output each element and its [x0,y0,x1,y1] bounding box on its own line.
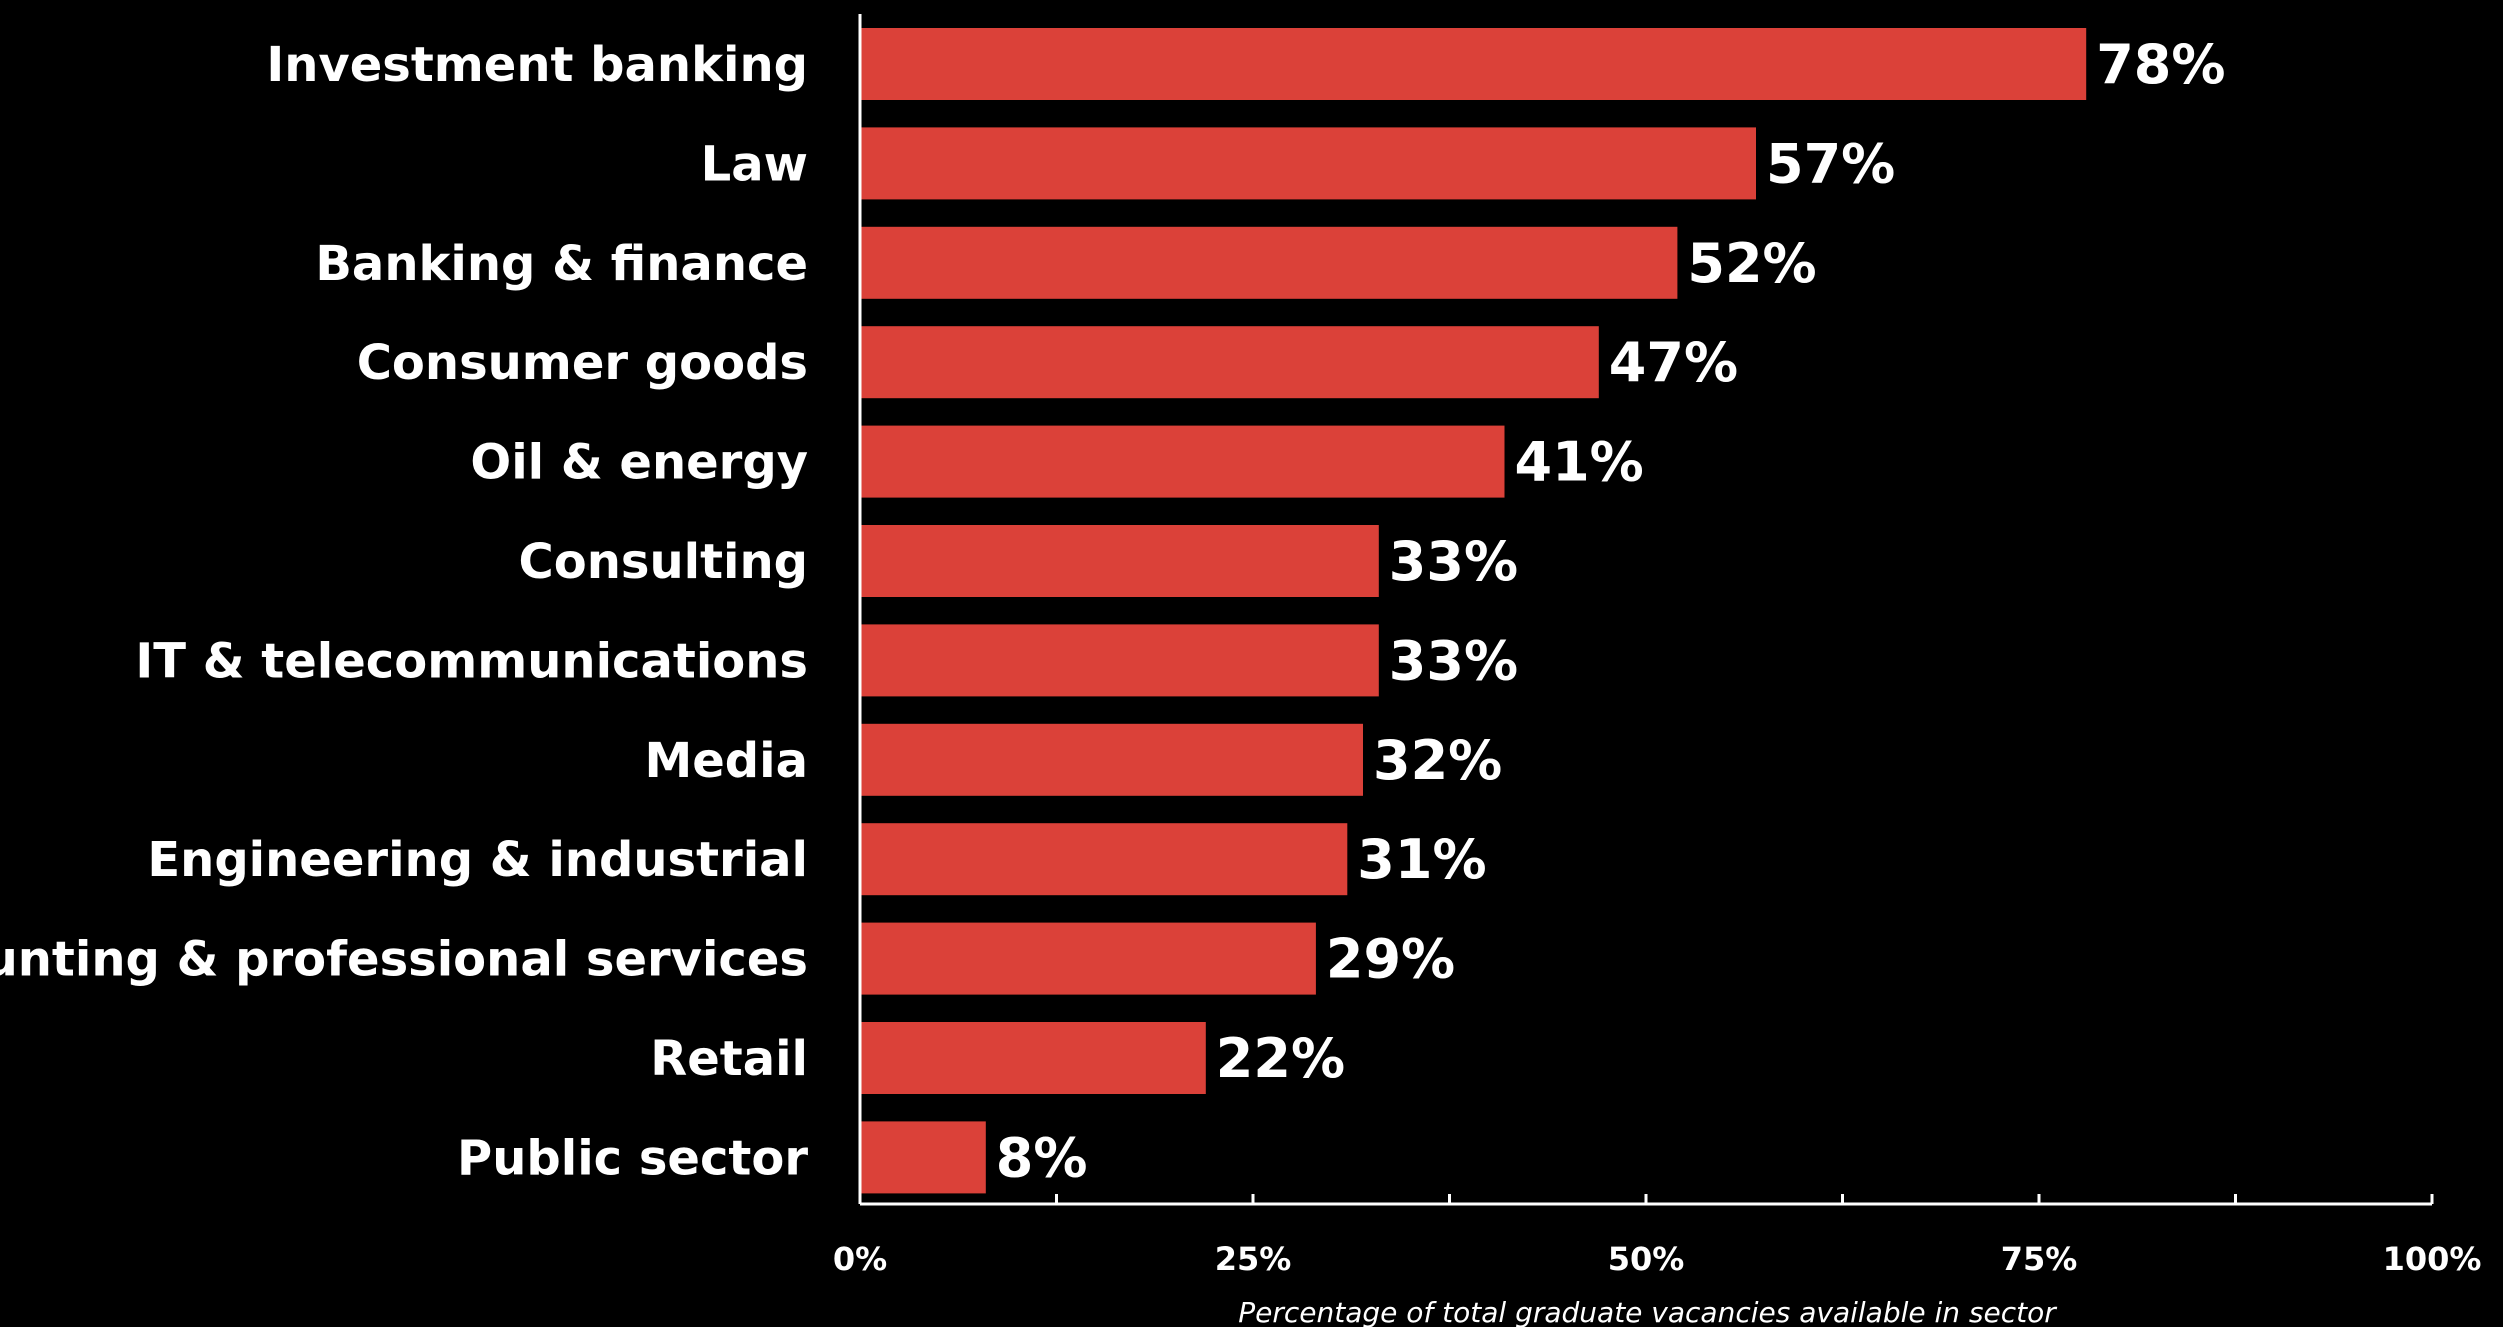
value-label-1: 57% [1766,132,1895,195]
value-label-9: 29% [1326,928,1455,991]
bar-group [860,28,2087,1194]
x-tick-label-0: 0% [833,1240,887,1278]
category-label-group: Investment banking Law Banking & finance Co… [0,37,808,1186]
value-label-0: 78% [2096,33,2225,96]
category-label-4: Oil & energy [470,435,808,491]
category-label-2: Banking & finance [315,236,808,292]
category-label-8: Engineering & industrial [147,832,808,888]
category-label-11: Public sector [457,1130,808,1186]
x-tick-label-group: 0% 25% 50% 75% 100% [833,1240,2482,1278]
category-label-7: Media [644,733,808,789]
bar-8 [860,823,1348,896]
category-label-9: Accounting & professional services [0,932,808,988]
x-tick-label-2: 50% [1608,1240,1685,1278]
bar-1 [860,127,1756,200]
bar-5 [860,525,1379,597]
value-label-6: 33% [1389,629,1518,692]
value-label-4: 41% [1515,431,1644,494]
value-label-5: 33% [1389,530,1518,593]
bar-2 [860,226,1678,299]
x-axis-title: Percentage of total graduate vacancies a… [1238,1296,2057,1327]
x-tick-label-3: 75% [2001,1240,2078,1278]
x-tick-group [858,1194,2434,1204]
bar-11 [860,1121,986,1194]
bar-4 [860,425,1505,498]
category-label-3: Consumer goods [357,335,808,391]
category-label-5: Consulting [519,534,809,590]
bar-6 [860,624,1379,697]
bar-0 [860,28,2087,100]
bar-3 [860,326,1599,399]
value-label-10: 22% [1216,1027,1345,1090]
value-label-2: 52% [1687,232,1816,295]
bar-9 [860,922,1316,995]
category-label-1: Law [701,136,808,192]
bar-7 [860,723,1363,796]
category-label-6: IT & telecommunications [135,633,808,689]
value-label-3: 47% [1609,331,1738,394]
bar-10 [860,1022,1206,1094]
category-label-10: Retail [650,1031,808,1087]
x-tick-label-1: 25% [1215,1240,1292,1278]
value-label-11: 8% [996,1126,1088,1189]
value-label-7: 32% [1373,729,1502,792]
value-label-8: 31% [1357,828,1486,891]
category-label-0: Investment banking [266,37,808,93]
x-tick-label-4: 100% [2383,1240,2482,1278]
value-label-group: 78% 57% 52% 47% 41% 33% 33% 32% 31% 29% 22% 8% [996,33,2226,1189]
